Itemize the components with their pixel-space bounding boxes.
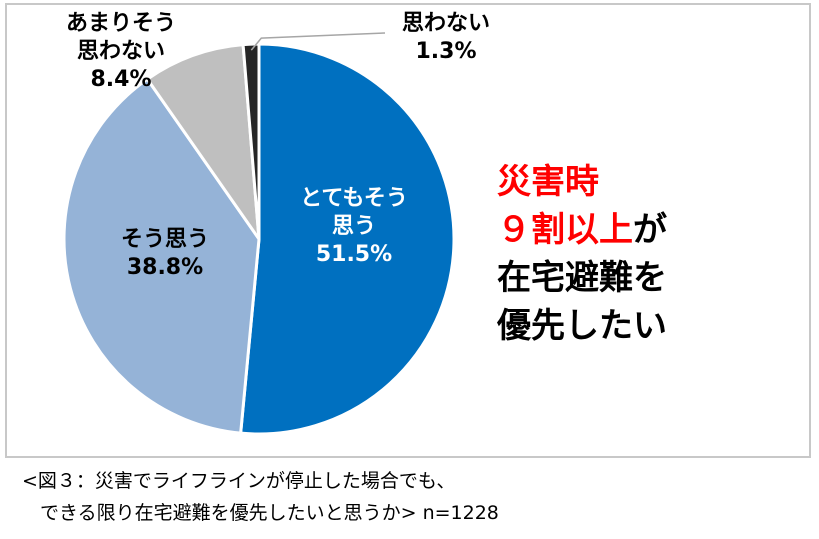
slice-label-2: そう思う 38.8% bbox=[121, 227, 209, 280]
caption-line-2: できる限り在宅避難を優先したいと思うか> n=1228 bbox=[40, 502, 499, 524]
pie-slice-1 bbox=[239, 42, 456, 436]
slice-label-4: 思わない 1.3% bbox=[402, 11, 490, 64]
callout-line-3: 在宅避難を bbox=[497, 258, 667, 298]
slice-label-1: とてもそう思う 51.5% bbox=[300, 186, 408, 267]
callout-text: 災害時 ９割以上が 在宅避難を 優先したい bbox=[497, 158, 667, 350]
figure-caption: <図３：災害でライフラインが停止した場合でも、 できる限り在宅避難を優先したいと… bbox=[22, 465, 499, 529]
callout-line-4: 優先したい bbox=[497, 306, 667, 346]
callout-line-2: ９割以上が bbox=[497, 206, 667, 254]
pie-slice-3 bbox=[145, 43, 261, 241]
callout-highlight: ９割以上 bbox=[497, 210, 633, 250]
leader-line bbox=[250, 32, 386, 51]
chart-frame bbox=[5, 3, 811, 458]
pie-slice-2 bbox=[62, 77, 261, 435]
pie-slice-4 bbox=[241, 42, 261, 241]
callout-particle: が bbox=[633, 210, 667, 250]
callout-line-1: 災害時 bbox=[497, 162, 599, 202]
caption-line-1: <図３：災害でライフラインが停止した場合でも、 bbox=[22, 470, 456, 492]
slice-label-3: あまりそう思わない 8.4% bbox=[66, 11, 176, 92]
